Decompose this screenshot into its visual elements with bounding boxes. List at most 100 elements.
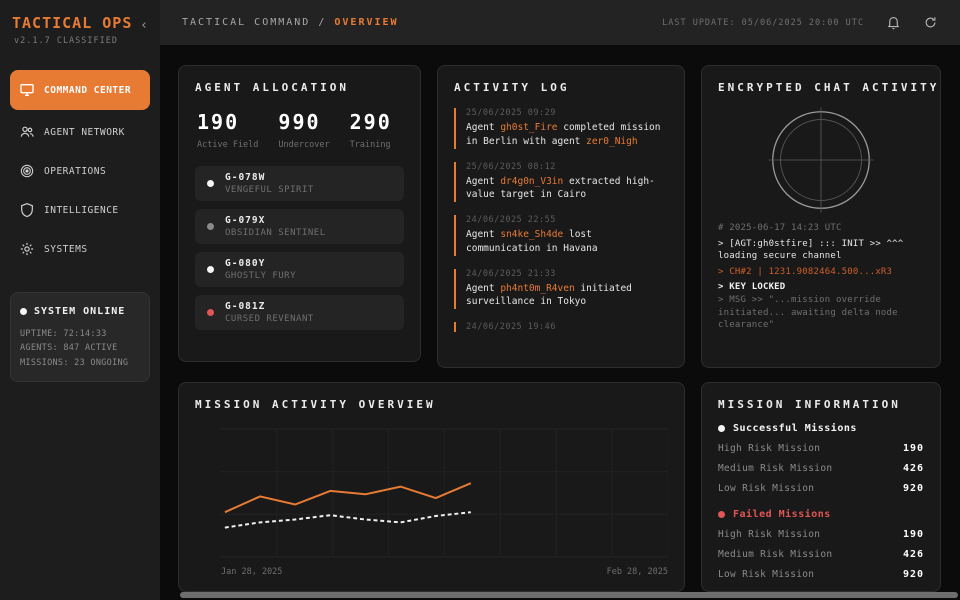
- sidebar-item-operations[interactable]: OPERATIONS: [10, 154, 150, 188]
- sidebar-item-label: AGENT NETWORK: [44, 126, 125, 138]
- agent-handle: zer0_Nigh: [586, 135, 638, 147]
- agent-row[interactable]: G-079X OBSIDIAN SENTINEL: [195, 208, 404, 244]
- mission-activity-title: MISSION ACTIVITY OVERVIEW: [195, 398, 436, 411]
- mission-stat-row: Low Risk Mission 920: [718, 483, 924, 494]
- log-entry[interactable]: 24/06/2025 19:46: [454, 322, 668, 333]
- activity-log-card: ACTIVITY LOG 25/06/2025 09:29 Agent gh0s…: [437, 65, 685, 368]
- bell-icon[interactable]: [886, 15, 901, 30]
- agent-handle: sn4ke_Sh4de: [500, 229, 564, 241]
- mission-stat-value: 426: [902, 549, 924, 560]
- monitor-icon: [19, 82, 35, 98]
- allocation-stats: 190 Active Field 990 Undercover 290 Trai…: [197, 110, 402, 152]
- mission-stat-row: Low Risk Mission 920: [718, 569, 924, 580]
- log-entry[interactable]: 25/06/2025 08:12 Agent dr4g0n_V3in extra…: [454, 161, 668, 203]
- section-label: Failed Missions: [733, 509, 831, 520]
- success-dot: [718, 425, 725, 432]
- mission-stat-row: Medium Risk Mission 426: [718, 549, 924, 560]
- stat-active-field: 190 Active Field: [197, 110, 258, 152]
- log-entry[interactable]: 24/06/2025 22:55 Agent sn4ke_Sh4de lost …: [454, 215, 668, 256]
- agent-code: G-080Y: [225, 257, 266, 269]
- mission-stat-label: Low Risk Mission: [718, 483, 815, 494]
- mission-information-title: MISSION INFORMATION: [718, 398, 901, 411]
- mission-activity-chart: [221, 423, 668, 563]
- agents-text: AGENTS: 847 ACTIVE: [20, 343, 118, 354]
- sidebar-item-label: OPERATIONS: [44, 165, 107, 177]
- log-text: Agent dr4g0n_V3in extracted high-value t…: [466, 175, 655, 201]
- mission-stat-label: Medium Risk Mission: [718, 549, 833, 560]
- sidebar-item-command-center[interactable]: COMMAND CENTER: [10, 70, 150, 110]
- stat-value: 990: [278, 110, 321, 134]
- sidebar-collapse-icon[interactable]: ‹: [140, 18, 148, 33]
- mission-stat-label: Low Risk Mission: [718, 569, 815, 580]
- mission-stat-row: Medium Risk Mission 426: [718, 463, 924, 474]
- mission-stat-row: High Risk Mission 190: [718, 443, 924, 454]
- mission-stat-label: High Risk Mission: [718, 529, 821, 540]
- encrypted-chat-card: ENCRYPTED CHAT ACTIVITY # 2025-06-17 14:…: [701, 65, 941, 368]
- mission-stat-row: High Risk Mission 190: [718, 529, 924, 540]
- online-status-dot: [20, 308, 27, 316]
- log-time: 25/06/2025 09:29: [466, 108, 556, 118]
- mission-stat-value: 920: [902, 483, 924, 494]
- agent-row[interactable]: G-078W VENGEFUL SPIRIT: [195, 165, 404, 201]
- breadcrumb-current: OVERVIEW: [334, 17, 399, 28]
- chart-x-axis-labels: Jan 28, 2025 Feb 28, 2025: [221, 567, 668, 577]
- stat-value: 190: [197, 110, 240, 134]
- last-update-text: LAST UPDATE: 05/06/2025 20:00 UTC: [662, 17, 864, 28]
- refresh-icon[interactable]: [923, 15, 938, 30]
- agent-row[interactable]: G-081Z CURSED REVENANT: [195, 294, 404, 330]
- agent-status-dot: [207, 265, 214, 273]
- mission-stat-value: 190: [902, 443, 924, 454]
- agent-code: G-081Z: [225, 300, 266, 312]
- log-time: 24/06/2025 21:33: [466, 268, 556, 279]
- stat-label: Training: [349, 140, 391, 150]
- x-axis-end-label: Feb 28, 2025: [606, 567, 668, 577]
- log-text: Agent sn4ke_Sh4de lost communication in …: [466, 229, 598, 254]
- sidebar: TACTICAL OPS v2.1.7 CLASSIFIED ‹ COMMAND…: [0, 0, 160, 600]
- system-status-title: SYSTEM ONLINE: [34, 306, 126, 317]
- log-entry[interactable]: 25/06/2025 09:29 Agent gh0st_Fire comple…: [454, 108, 668, 149]
- agent-name: CURSED REVENANT: [225, 313, 314, 324]
- stat-label: Active Field: [197, 140, 259, 150]
- agent-allocation-card: AGENT ALLOCATION 190 Active Field 990 Un…: [178, 65, 421, 362]
- log-text: Agent ph4nt0m_R4ven initiated surveillan…: [466, 282, 632, 308]
- sidebar-item-agent-network[interactable]: AGENT NETWORK: [10, 115, 150, 149]
- section-label: Successful Missions: [733, 423, 857, 434]
- agent-row[interactable]: G-080Y GHOSTLY FURY: [195, 251, 404, 287]
- stat-label: Undercover: [278, 140, 330, 150]
- agent-status-dot: [207, 308, 214, 316]
- agent-handle: ph4nt0m_R4ven: [500, 282, 575, 294]
- chat-line-msg: > MSG >> "...mission override initiated.…: [718, 294, 898, 331]
- chat-line-key: > KEY LOCKED: [718, 282, 786, 293]
- breadcrumb-root[interactable]: TACTICAL COMMAND /: [182, 17, 335, 28]
- mission-stat-label: Medium Risk Mission: [718, 463, 833, 474]
- sidebar-nav: COMMAND CENTER AGENT NETWORK OPERATIONS …: [10, 70, 150, 266]
- log-time: 24/06/2025 19:46: [466, 322, 556, 333]
- agent-code: G-078W: [225, 171, 266, 183]
- failed-dot: [718, 511, 725, 518]
- agent-status-dot: [207, 179, 214, 187]
- successful-missions-header: Successful Missions: [718, 423, 924, 434]
- mission-activity-card: MISSION ACTIVITY OVERVIEW 500400300200 J…: [178, 382, 685, 592]
- sidebar-item-label: SYSTEMS: [44, 243, 88, 255]
- activity-log-title: ACTIVITY LOG: [454, 81, 570, 94]
- main-content: AGENT ALLOCATION 190 Active Field 990 Un…: [160, 45, 960, 600]
- encrypted-chat-title: ENCRYPTED CHAT ACTIVITY: [718, 81, 940, 94]
- sidebar-item-systems[interactable]: SYSTEMS: [10, 232, 150, 266]
- horizontal-scrollbar[interactable]: [180, 592, 958, 598]
- log-entry[interactable]: 24/06/2025 21:33 Agent ph4nt0m_R4ven ini…: [454, 268, 668, 310]
- users-icon: [19, 124, 35, 140]
- mission-stat-value: 190: [902, 529, 924, 540]
- mission-stat-value: 920: [902, 569, 924, 580]
- logo-row: TACTICAL OPS v2.1.7 CLASSIFIED ‹: [10, 12, 150, 46]
- app-title: TACTICAL OPS: [12, 14, 133, 32]
- log-time: 25/06/2025 08:12: [466, 161, 556, 172]
- agent-handle: gh0st_Fire: [500, 122, 558, 133]
- mission-stat-value: 426: [902, 463, 924, 474]
- sidebar-item-label: COMMAND CENTER: [44, 84, 132, 96]
- breadcrumb: TACTICAL COMMAND / OVERVIEW: [182, 17, 399, 28]
- mission-stat-label: High Risk Mission: [718, 443, 821, 454]
- agent-code: G-079X: [225, 214, 266, 226]
- stat-undercover: 990 Undercover: [278, 110, 329, 152]
- sidebar-item-intelligence[interactable]: INTELLIGENCE: [10, 193, 150, 227]
- agent-allocation-title: AGENT ALLOCATION: [195, 81, 349, 94]
